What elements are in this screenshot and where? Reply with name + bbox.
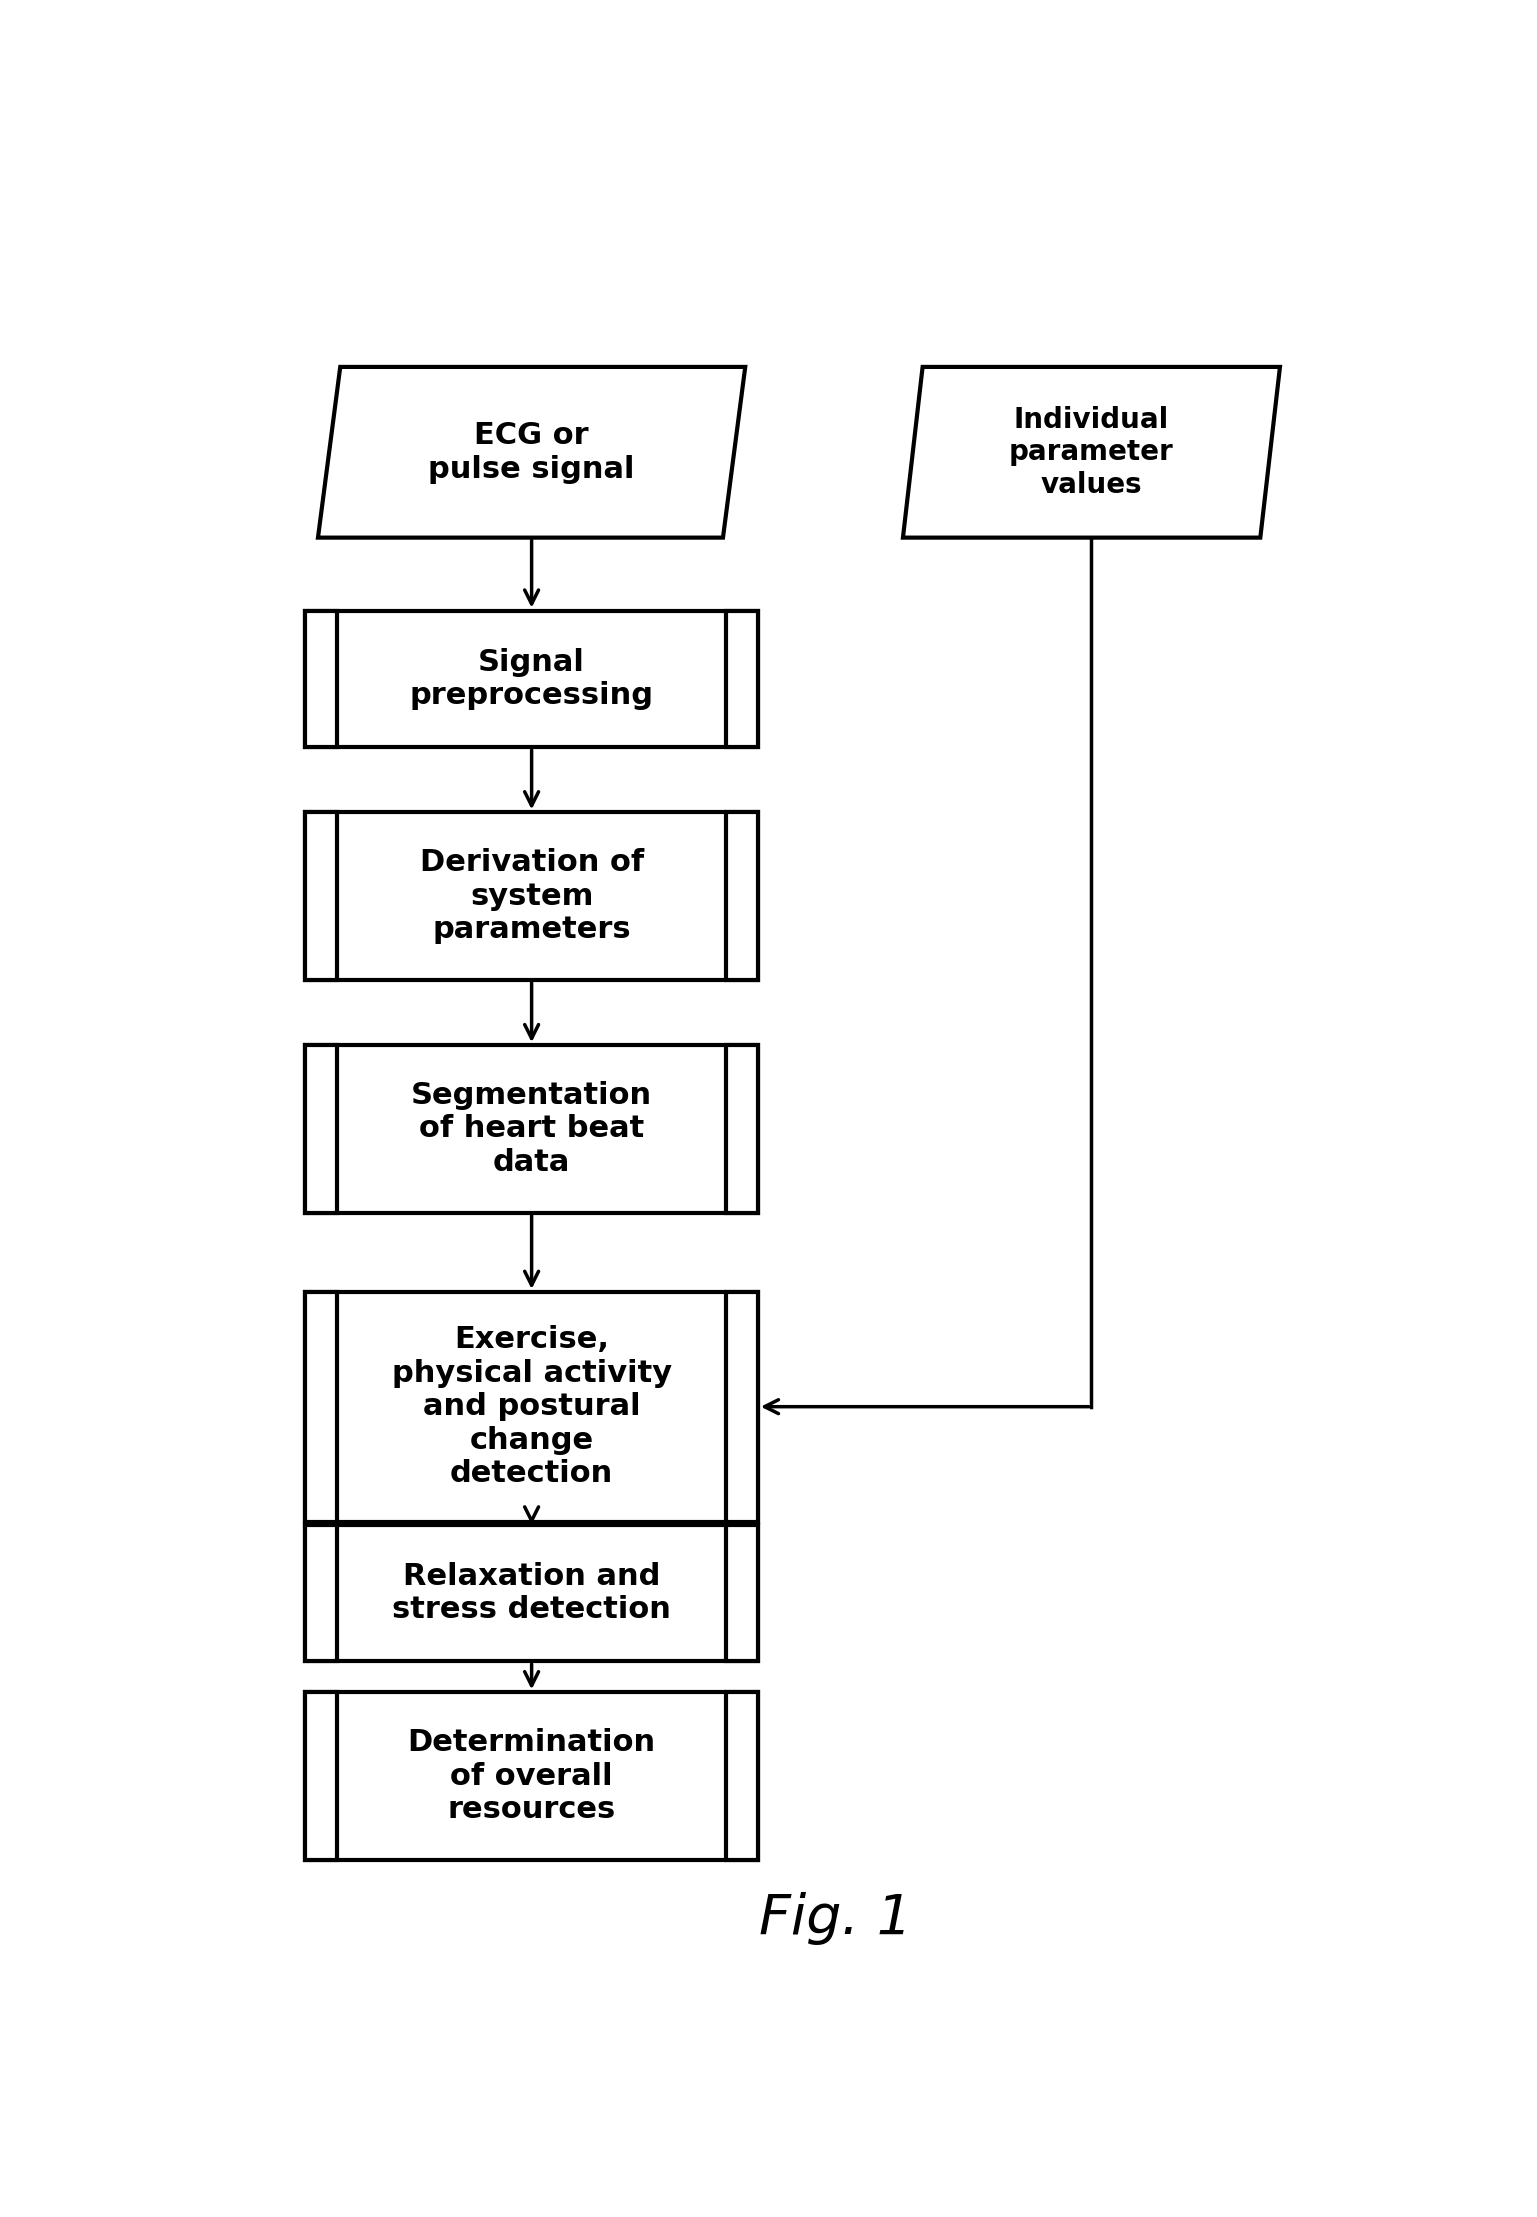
Bar — [306, 1044, 758, 1213]
Bar — [727, 811, 758, 980]
Bar — [306, 1692, 758, 1860]
Text: Relaxation and
stress detection: Relaxation and stress detection — [392, 1561, 672, 1625]
Text: Derivation of
system
parameters: Derivation of system parameters — [420, 849, 644, 944]
Bar — [306, 811, 758, 980]
Bar — [727, 610, 758, 747]
Bar — [306, 1044, 337, 1213]
Text: Fig. 1: Fig. 1 — [759, 1893, 911, 1944]
Text: Signal
preprocessing: Signal preprocessing — [409, 647, 653, 709]
Bar — [306, 1293, 758, 1521]
Polygon shape — [902, 366, 1280, 537]
Polygon shape — [318, 366, 745, 537]
Bar — [727, 1692, 758, 1860]
Text: Determination
of overall
resources: Determination of overall resources — [407, 1727, 656, 1825]
Text: ECG or
pulse signal: ECG or pulse signal — [429, 421, 635, 483]
Bar — [727, 1044, 758, 1213]
Bar — [306, 1293, 337, 1521]
Bar — [727, 1293, 758, 1521]
Bar — [727, 1525, 758, 1661]
Bar — [306, 610, 337, 747]
Bar — [306, 1692, 337, 1860]
Bar — [306, 610, 758, 747]
Text: Segmentation
of heart beat
data: Segmentation of heart beat data — [410, 1082, 652, 1177]
Text: Individual
parameter
values: Individual parameter values — [1010, 406, 1174, 499]
Bar — [306, 1525, 758, 1661]
Bar — [306, 1525, 337, 1661]
Text: Exercise,
physical activity
and postural
change
detection: Exercise, physical activity and postural… — [392, 1326, 672, 1488]
Bar — [306, 811, 337, 980]
